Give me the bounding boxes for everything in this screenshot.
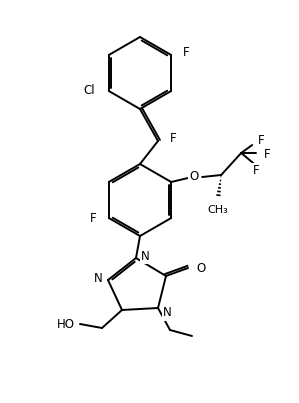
- Text: N: N: [163, 307, 172, 320]
- Text: F: F: [183, 46, 190, 60]
- Text: N: N: [94, 272, 103, 285]
- Text: O: O: [190, 170, 199, 183]
- Text: HO: HO: [57, 318, 75, 330]
- Text: CH₃: CH₃: [208, 205, 228, 215]
- Text: F: F: [253, 164, 260, 177]
- Text: F: F: [170, 133, 177, 145]
- Text: Cl: Cl: [83, 85, 95, 98]
- Text: F: F: [264, 148, 271, 162]
- Text: F: F: [90, 212, 97, 224]
- Text: F: F: [258, 135, 265, 147]
- Text: N: N: [141, 249, 150, 262]
- Text: O: O: [196, 262, 205, 274]
